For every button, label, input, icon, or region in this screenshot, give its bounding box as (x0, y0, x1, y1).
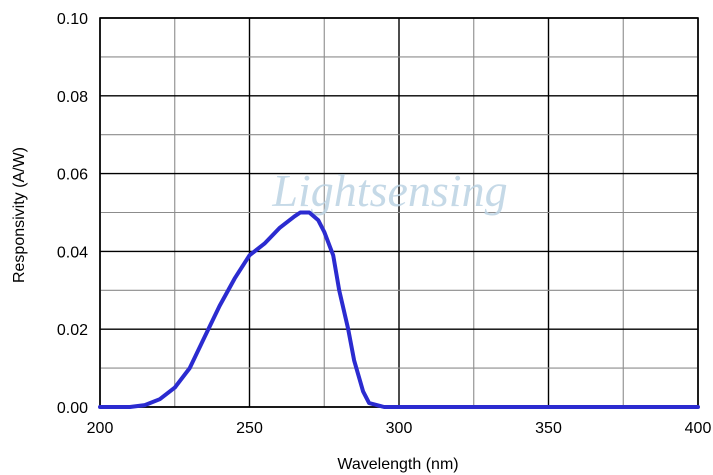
x-tick-label: 400 (685, 420, 712, 437)
y-tick-labels: 0.00 0.02 0.04 0.06 0.08 0.10 (57, 11, 88, 417)
series-layer (98, 210, 700, 409)
y-tick-label: 0.04 (57, 244, 88, 261)
y-tick-label: 0.06 (57, 167, 88, 184)
x-tick-label: 200 (87, 420, 114, 437)
x-tick-labels: 200 250 300 350 400 (87, 420, 712, 437)
watermark-text: Lightsensing (271, 165, 507, 216)
y-tick-label: 0.02 (57, 322, 88, 339)
y-tick-label: 0.08 (57, 89, 88, 106)
y-tick-label: 0.00 (57, 400, 88, 417)
x-tick-label: 250 (236, 420, 263, 437)
x-tick-label: 300 (386, 420, 413, 437)
x-tick-label: 350 (535, 420, 562, 437)
grid (99, 17, 699, 408)
y-axis-title: Responsivity (A/W) (11, 147, 28, 283)
y-tick-label: 0.10 (57, 11, 88, 28)
series-line (98, 210, 700, 409)
x-axis-title: Wavelength (nm) (337, 456, 458, 473)
